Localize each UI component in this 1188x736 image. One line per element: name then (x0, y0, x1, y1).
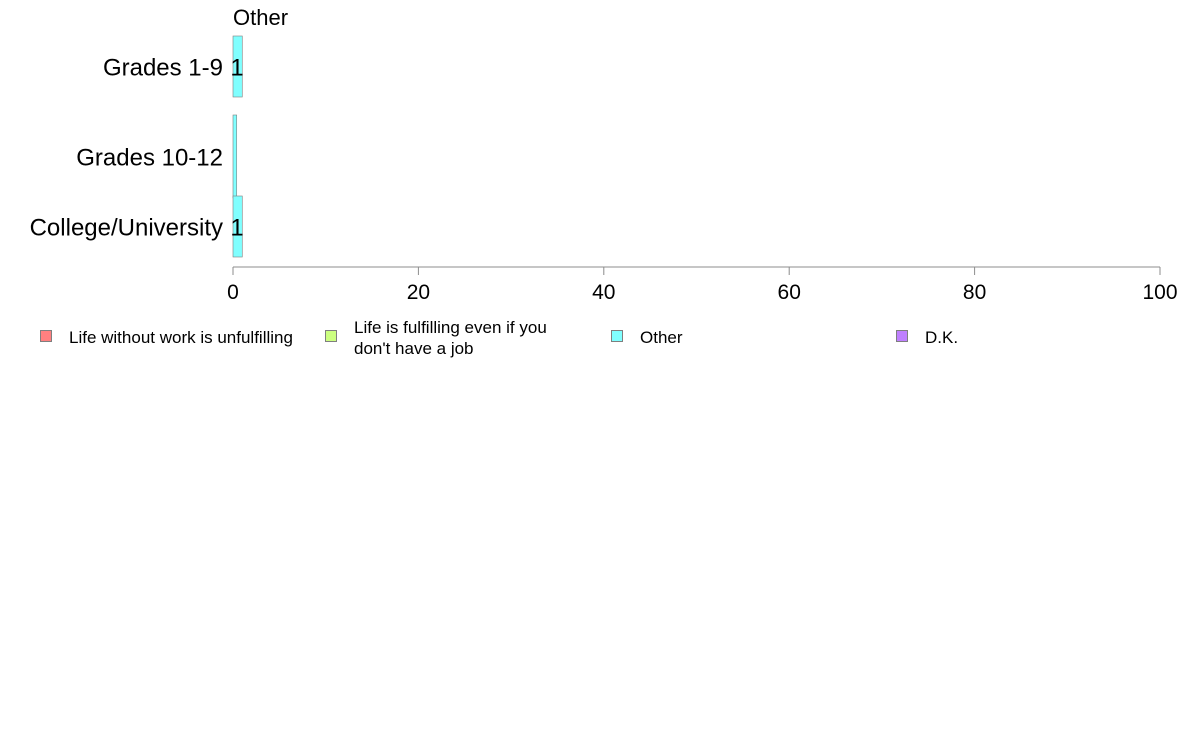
x-tick-label: 80 (963, 281, 986, 304)
bar (232, 114, 238, 199)
legend-swatch (896, 330, 908, 342)
category-label: College/University (30, 215, 223, 242)
x-tick-label: 100 (1142, 281, 1177, 304)
legend-item: Other (611, 317, 840, 348)
category-label: Grades 10-12 (76, 145, 223, 172)
legend: Life without work is unfulfilling Life i… (0, 317, 1188, 367)
legend-swatch (611, 330, 623, 342)
legend-label: Life is fulfilling even if you don't hav… (354, 318, 547, 358)
category-label: Grades 1-9 (103, 55, 223, 82)
legend-label: Other (640, 328, 683, 347)
legend-item: Life is fulfilling even if you don't hav… (325, 317, 554, 359)
bar (232, 195, 243, 258)
panel-title: Other (233, 5, 288, 30)
data-label: 1 (230, 215, 243, 242)
legend-swatch (325, 330, 337, 342)
legend-label: D.K. (925, 328, 959, 347)
x-tick-label: 40 (592, 281, 615, 304)
legend-item: D.K. (896, 317, 1125, 348)
x-tick-label: 0 (227, 281, 239, 304)
legend-swatch (40, 330, 52, 342)
bar (232, 35, 243, 98)
x-tick-label: 20 (407, 281, 430, 304)
data-label: 1 (230, 55, 243, 82)
legend-label: Life without work is unfulfilling (69, 328, 293, 347)
legend-item: Life without work is unfulfilling (40, 317, 293, 348)
x-tick-label: 60 (778, 281, 801, 304)
